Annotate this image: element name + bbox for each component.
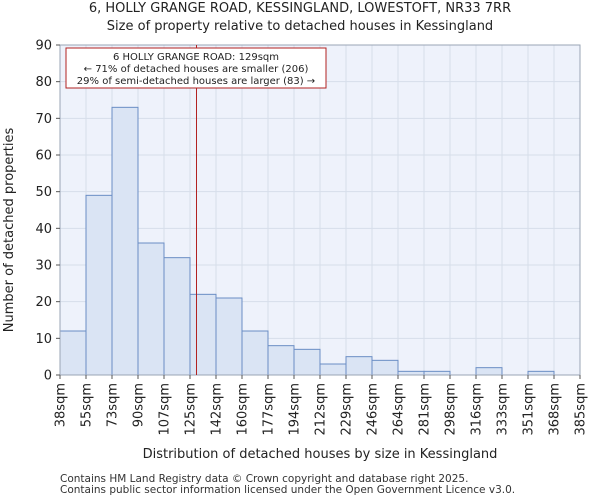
x-tick-label-14: 281sqm bbox=[418, 383, 433, 436]
x-tick-label-10: 212sqm bbox=[314, 383, 329, 436]
y-tick-label-6: 60 bbox=[35, 149, 52, 164]
x-tick-label-18: 351sqm bbox=[522, 383, 537, 436]
x-tick-label-2: 73sqm bbox=[106, 383, 121, 427]
y-tick-label-4: 40 bbox=[35, 222, 52, 237]
x-tick-label-4: 107sqm bbox=[158, 383, 173, 436]
x-tick-label-16: 316sqm bbox=[470, 383, 485, 436]
y-tick-label-7: 70 bbox=[35, 112, 52, 127]
y-tick-label-5: 50 bbox=[35, 185, 52, 200]
x-tick-label-13: 264sqm bbox=[392, 383, 407, 436]
histogram-bar-3 bbox=[137, 242, 165, 376]
x-tick-label-6: 142sqm bbox=[210, 383, 225, 436]
annotation-box bbox=[65, 47, 327, 89]
x-tick-label-9: 194sqm bbox=[288, 383, 303, 436]
histogram-bar-0 bbox=[59, 330, 87, 376]
y-tick-label-9: 90 bbox=[35, 39, 52, 54]
y-tick-label-2: 20 bbox=[35, 295, 52, 310]
histogram-bar-4 bbox=[163, 257, 191, 376]
x-tick-label-3: 90sqm bbox=[132, 383, 147, 427]
x-tick-label-20: 385sqm bbox=[574, 383, 589, 436]
histogram-bar-1 bbox=[85, 194, 113, 376]
histogram-bar-6 bbox=[215, 297, 243, 376]
annotation-line-2: ← 71% of detached houses are smaller (20… bbox=[84, 64, 309, 75]
x-tick-label-19: 368sqm bbox=[548, 383, 563, 436]
y-tick-label-1: 10 bbox=[35, 332, 52, 347]
chart-title-line1: 6, HOLLY GRANGE ROAD, KESSINGLAND, LOWES… bbox=[88, 1, 512, 16]
histogram-bar-7 bbox=[241, 330, 269, 376]
histogram-bar-2 bbox=[111, 106, 139, 376]
histogram-chart: 0 10 20 30 40 50 60 70 80 90 38sqm 55sqm 73sqm 90sqm 1… bbox=[2, 39, 589, 463]
annotation-line-1: 6 HOLLY GRANGE ROAD: 129sqm bbox=[113, 52, 279, 63]
histogram-bar-10 bbox=[319, 363, 347, 376]
x-tick-label-5: 125sqm bbox=[184, 383, 199, 436]
histogram-bar-11 bbox=[345, 356, 373, 376]
histogram-bar-13 bbox=[397, 370, 425, 376]
y-tick-label-3: 30 bbox=[35, 259, 52, 274]
x-tick-label-11: 229sqm bbox=[340, 383, 355, 436]
histogram-bar-9 bbox=[293, 348, 321, 376]
y-tick-label-8: 80 bbox=[35, 75, 52, 90]
footer-licence: Contains public sector information licen… bbox=[60, 484, 516, 496]
histogram-bar-5 bbox=[189, 293, 217, 376]
histogram-bar-18 bbox=[527, 370, 555, 376]
x-tick-label-1: 55sqm bbox=[80, 383, 95, 427]
x-tick-label-8: 177sqm bbox=[262, 383, 277, 436]
histogram-bar-16 bbox=[475, 367, 503, 376]
x-tick-label-7: 160sqm bbox=[236, 383, 251, 436]
histogram-bar-12 bbox=[371, 359, 399, 376]
x-tick-label-0: 38sqm bbox=[54, 383, 69, 427]
y-axis-label: Number of detached properties bbox=[2, 128, 17, 333]
x-axis-label: Distribution of detached houses by size … bbox=[143, 447, 498, 462]
x-tick-label-15: 298sqm bbox=[444, 383, 459, 436]
histogram-bar-14 bbox=[423, 370, 451, 376]
footer-copyright: Contains HM Land Registry data © Crown c… bbox=[60, 473, 469, 485]
annotation-line-3: 29% of semi-detached houses are larger (… bbox=[77, 76, 315, 87]
x-tick-label-17: 333sqm bbox=[496, 383, 511, 436]
chart-title-line2: Size of property relative to detached ho… bbox=[106, 19, 494, 34]
histogram-bar-8 bbox=[267, 345, 295, 376]
y-tick-label-0: 0 bbox=[44, 369, 52, 384]
x-tick-label-12: 246sqm bbox=[366, 383, 381, 436]
